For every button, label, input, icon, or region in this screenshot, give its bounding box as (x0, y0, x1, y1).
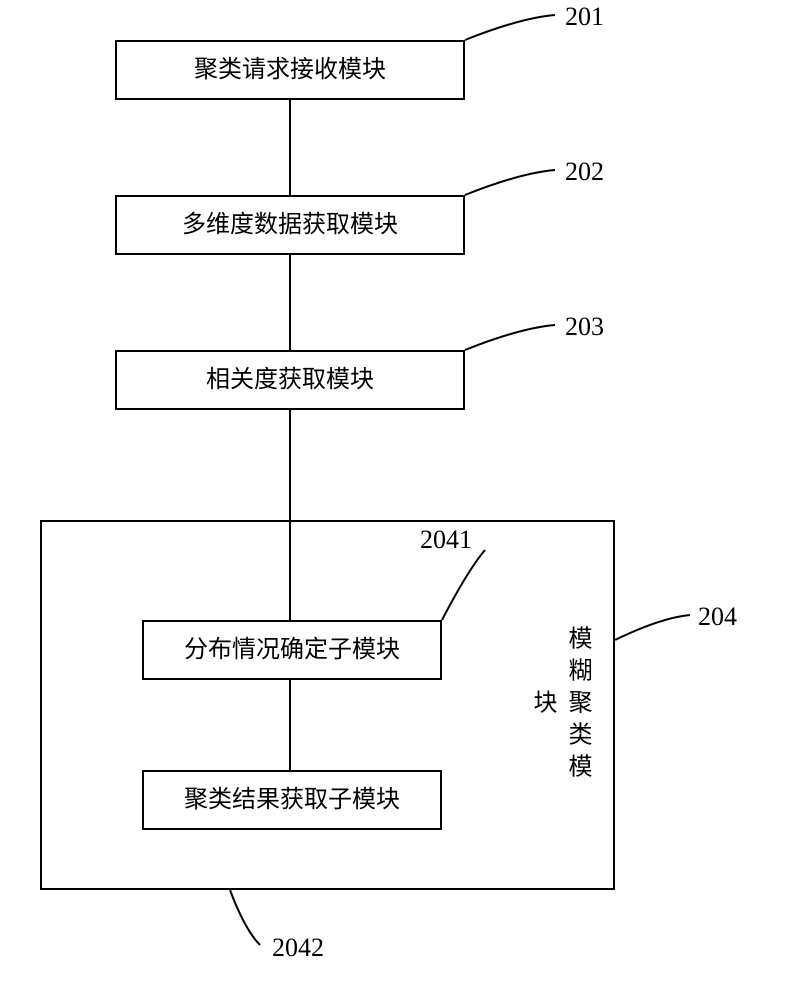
leader-lines (0, 0, 800, 1000)
leader-204-path (615, 615, 690, 640)
label-202: 202 (565, 157, 604, 187)
leader-2041-path (442, 550, 485, 620)
label-201: 201 (565, 2, 604, 32)
label-203: 203 (565, 312, 604, 342)
leader-202-path (465, 170, 555, 195)
flowchart-diagram: 聚类请求接收模块 多维度数据获取模块 相关度获取模块 模糊聚类模块 分布情况确定… (0, 0, 800, 1000)
leader-2042-path (230, 890, 260, 945)
leader-203-path (465, 325, 555, 350)
leader-201-path (465, 15, 555, 40)
label-204: 204 (698, 602, 737, 632)
label-2042: 2042 (272, 933, 324, 963)
label-2041: 2041 (420, 525, 472, 555)
